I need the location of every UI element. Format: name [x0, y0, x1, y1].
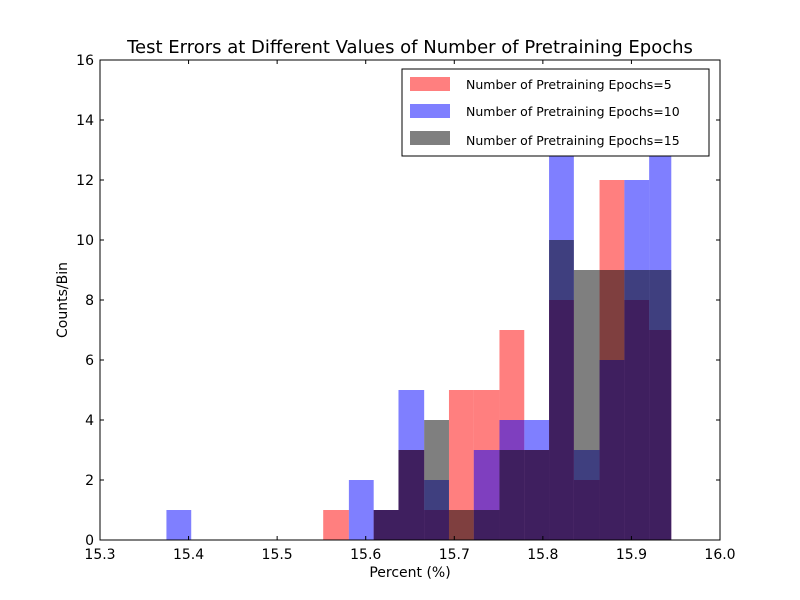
bar-series-3-bin-9: [573, 270, 600, 540]
y-tick-label: 10: [76, 233, 94, 249]
x-tick-label: 15.8: [527, 547, 558, 563]
bar-series-2-bin-2: [348, 480, 374, 540]
legend-label-series-3: Number of Pretraining Epochs=15: [466, 133, 680, 148]
bar-series-2-bin-1: [166, 510, 192, 540]
bar-series-1-bin-1: [323, 510, 349, 540]
y-tick-label: 8: [85, 293, 94, 309]
bar-series-3-bin-2: [398, 450, 425, 540]
bar-series-3-bin-3: [424, 420, 449, 540]
x-tick-label: 15.4: [173, 547, 204, 563]
y-tick-label: 0: [85, 533, 94, 549]
y-tick-label: 14: [76, 113, 94, 129]
x-axis-label: Percent (%): [369, 565, 450, 581]
y-tick-label: 6: [85, 353, 94, 369]
y-tick-label: 12: [76, 173, 94, 189]
legend-swatch-series-2: [410, 104, 450, 118]
y-axis-label: Counts/Bin: [55, 262, 71, 338]
bar-series-3-bin-6: [499, 450, 525, 540]
bar-series-3-bin-8: [549, 240, 574, 540]
bar-series-3-bin-1: [373, 510, 399, 540]
bars-group: [166, 150, 672, 540]
x-tick-label: 16.0: [704, 547, 735, 563]
x-tick-label: 15.9: [616, 547, 647, 563]
y-axis: 0 2 4 6 8 10 12 14 16: [76, 53, 720, 549]
x-tick-label: 15.5: [262, 547, 293, 563]
x-axis: 15.3 15.4 15.5 15.6 15.7 15.8 15.9 16.0: [84, 60, 736, 563]
bar-series-3-bin-10: [599, 270, 625, 540]
y-tick-label: 4: [85, 413, 94, 429]
legend-frame: [401, 68, 710, 157]
bar-series-3-bin-4: [448, 510, 474, 540]
bar-series-3-bin-5: [473, 510, 500, 540]
legend: Number of Pretraining Epochs=5 Number of…: [401, 68, 710, 157]
legend-swatch-series-1: [410, 77, 450, 91]
y-tick-label: 16: [76, 53, 94, 69]
bar-series-3-bin-12: [649, 270, 672, 540]
chart-title: Test Errors at Different Values of Numbe…: [126, 37, 693, 58]
bar-series-3-bin-7: [524, 450, 550, 540]
legend-swatch-series-3: [410, 131, 450, 145]
legend-label-series-2: Number of Pretraining Epochs=10: [466, 104, 680, 119]
legend-label-series-1: Number of Pretraining Epochs=5: [466, 77, 672, 92]
bar-series-3-bin-11: [624, 270, 650, 540]
y-tick-label: 2: [85, 473, 94, 489]
x-tick-label: 15.6: [350, 547, 381, 563]
x-tick-label: 15.7: [439, 547, 470, 563]
x-tick-label: 15.3: [84, 547, 115, 563]
